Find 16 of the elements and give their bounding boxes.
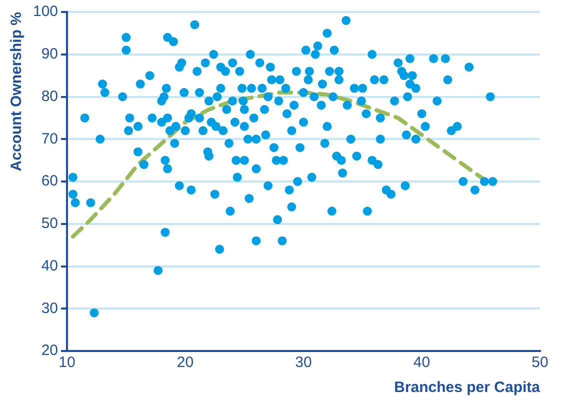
y-tick-label: 20 (41, 342, 58, 360)
y-tick-label: 70 (41, 130, 58, 148)
y-axis-title: Account Ownership % (8, 12, 26, 172)
x-tick-label: 10 (58, 354, 76, 372)
y-tick-label: 90 (41, 46, 58, 63)
y-tick-label: 30 (41, 300, 58, 317)
y-tick-label: 40 (41, 257, 58, 274)
y-tick-label: 100 (32, 3, 58, 20)
x-tick-label: 30 (295, 354, 312, 372)
x-tick-label: 50 (532, 354, 548, 372)
x-tick-label: 40 (413, 354, 430, 372)
y-tick-label: 60 (41, 172, 58, 190)
y-tick-label: 80 (41, 88, 58, 105)
x-axis-title: Branches per Capita (394, 379, 541, 396)
x-tick-label: 20 (176, 354, 194, 372)
y-tick-label: 50 (41, 215, 58, 232)
